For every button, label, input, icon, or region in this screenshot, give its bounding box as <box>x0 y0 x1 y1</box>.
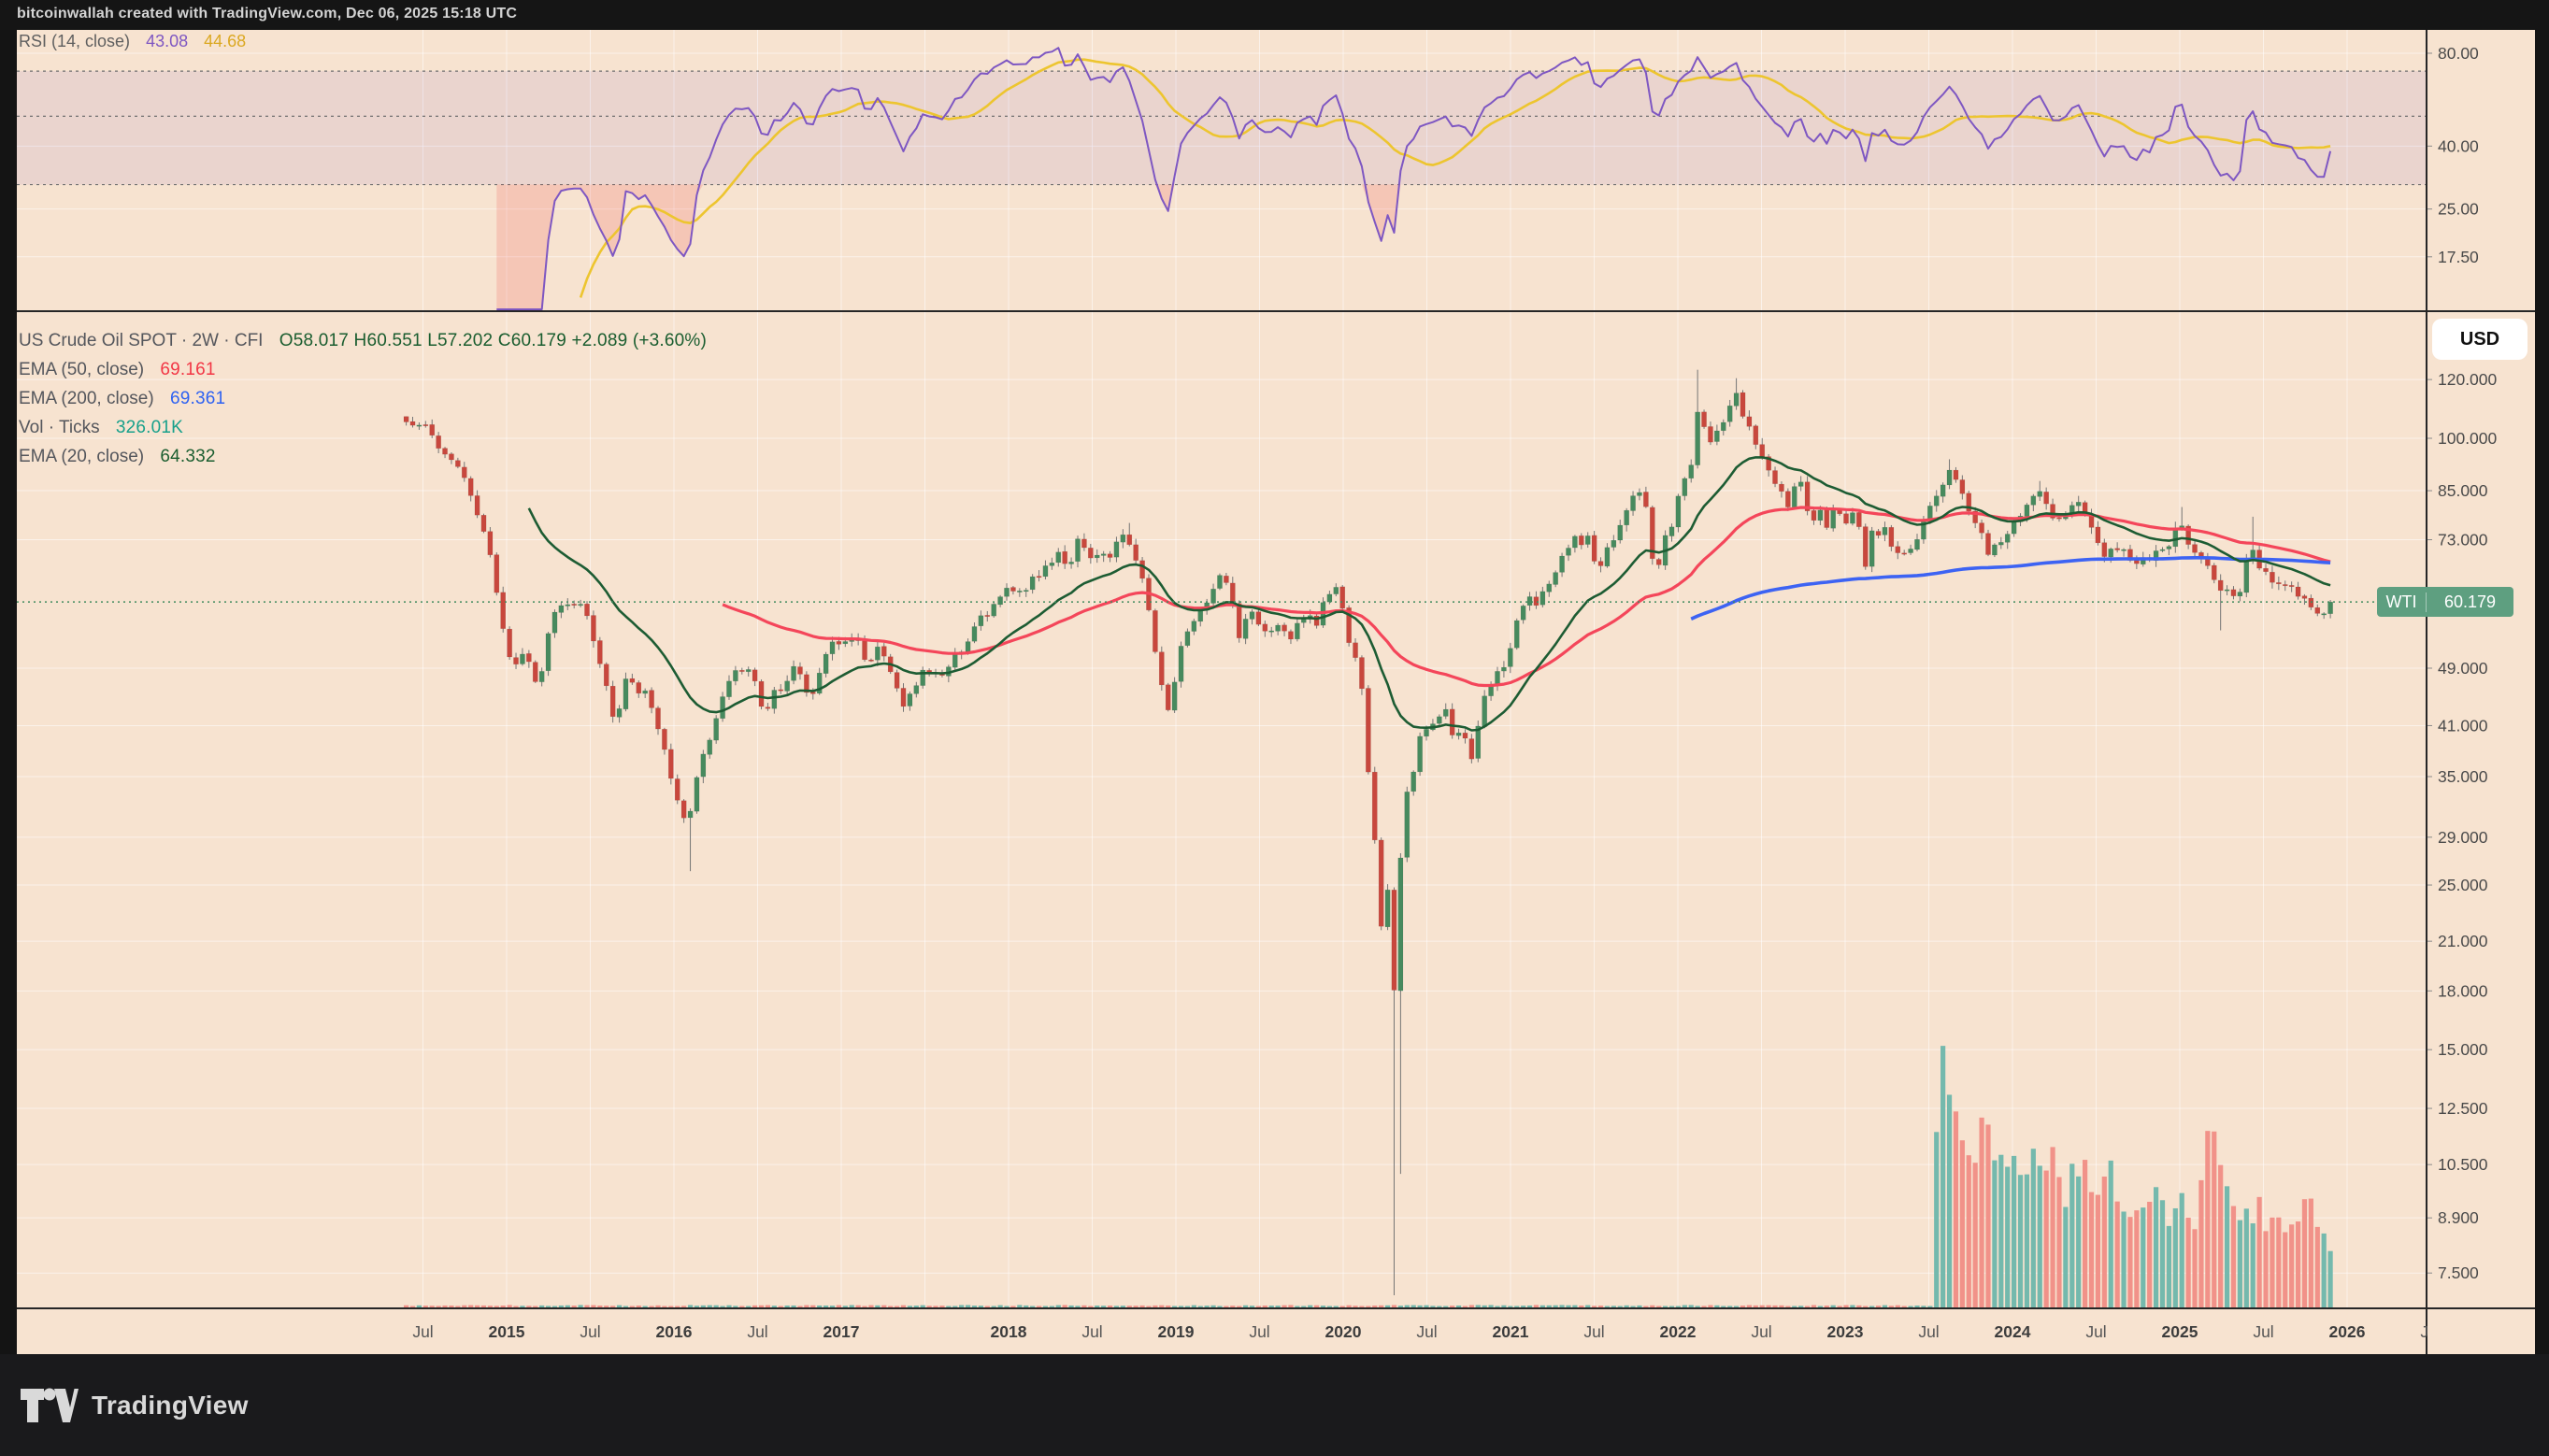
candlestick-series <box>403 369 2333 1295</box>
price-axis[interactable]: 120.000 100.000 85.000 73.000 49.000 41.000 35… <box>2427 370 2498 1282</box>
currency-toggle-button[interactable]: USD <box>2432 319 2528 360</box>
time-axis-label: Jul <box>580 1322 600 1341</box>
legend-row-ema20: EMA (20, close) 64.332 <box>19 447 216 466</box>
legend-row-ema200: EMA (200, close) 69.361 <box>19 389 226 408</box>
ema200-line <box>1690 556 2331 621</box>
price-axis-label: 73.000 <box>2438 531 2488 550</box>
ema20-line <box>527 456 2331 732</box>
time-axis-label: Jul <box>412 1322 433 1341</box>
price-axis-label: 10.500 <box>2438 1155 2488 1174</box>
ema20-value: 64.332 <box>160 447 216 466</box>
price-axis-label: 100.000 <box>2438 429 2498 448</box>
time-axis-label: 2020 <box>1325 1322 1362 1341</box>
time-axis-label: Jul <box>1416 1322 1437 1341</box>
legend-row-volume: Vol · Ticks 326.01K <box>19 418 184 437</box>
time-axis-label: Jul <box>1081 1322 1102 1341</box>
time-axis-label: 2015 <box>489 1322 525 1341</box>
ema200-value: 69.361 <box>169 389 226 408</box>
symbol-title: US Crude Oil SPOT · 2W · CFI <box>19 331 264 350</box>
tradingview-logo-icon <box>21 1388 79 1422</box>
footer-bar: TradingView <box>0 1354 2549 1456</box>
price-axis-label: 21.000 <box>2438 932 2488 950</box>
time-axis-label: 2019 <box>1158 1322 1195 1341</box>
rsi-ma-line <box>579 58 2331 298</box>
rsi-band <box>17 71 2426 185</box>
legend-row-ema50: EMA (50, close) 69.161 <box>19 360 216 379</box>
time-axis-label: Jul <box>1751 1322 1771 1341</box>
time-axis[interactable]: Jul 2015 Jul 2016 Jul 2017 2018 Jul 2019 Jul 2020 J… <box>412 1322 2441 1341</box>
rsi-axis-label: 40.00 <box>2438 136 2479 155</box>
time-axis-label: 2022 <box>1660 1322 1697 1341</box>
price-axis-label: 29.000 <box>2438 828 2488 847</box>
rsi-line <box>496 47 2332 310</box>
ohlc-values: O58.017 H60.551 L57.202 C60.179 +2.089 (… <box>279 331 708 350</box>
ema50-line <box>722 506 2331 688</box>
header-attribution: bitcoinwallah created with TradingView.c… <box>17 6 518 21</box>
time-axis-label: 2023 <box>1827 1322 1864 1341</box>
price-axis-label: 15.000 <box>2438 1040 2488 1059</box>
time-axis-label: Jul <box>1249 1322 1269 1341</box>
last-price-value: 60.179 <box>2443 592 2497 611</box>
symbol-ticker-badge: WTI <box>2377 592 2427 612</box>
volume-bars <box>404 1046 2333 1307</box>
price-axis-label: 7.500 <box>2438 1263 2479 1282</box>
rsi-legend-title: RSI (14, close) <box>19 32 131 50</box>
time-axis-label: 2021 <box>1493 1322 1529 1341</box>
rsi-oversold-fill <box>496 184 2331 309</box>
gridlines <box>17 30 2426 1308</box>
time-axis-label: Jul <box>1918 1322 1939 1341</box>
symbol-legend[interactable]: US Crude Oil SPOT · 2W · CFI O58.017 H60… <box>19 326 707 471</box>
time-axis-label: Jul <box>1583 1322 1604 1341</box>
time-axis-label: Jul <box>2253 1322 2273 1341</box>
time-axis-label: 2024 <box>1995 1322 2031 1341</box>
rsi-axis-label: 80.00 <box>2438 44 2479 63</box>
header-bar: bitcoinwallah created with TradingView.c… <box>0 0 2549 30</box>
price-axis-label: 12.500 <box>2438 1099 2488 1118</box>
price-axis-label: 41.000 <box>2438 716 2488 735</box>
time-axis-label: 2017 <box>823 1322 860 1341</box>
last-price-label: WTI 60.179 <box>2377 587 2513 618</box>
time-axis-label: 2025 <box>2162 1322 2198 1341</box>
rsi-axis[interactable]: 80.00 40.00 25.00 17.50 <box>2427 44 2479 266</box>
price-axis-label: 25.000 <box>2438 876 2488 894</box>
time-axis-label: Jul <box>2085 1322 2106 1341</box>
tradingview-logo[interactable]: TradingView <box>21 1387 249 1424</box>
rsi-axis-label: 25.00 <box>2438 200 2479 219</box>
price-axis-label: 49.000 <box>2438 659 2488 678</box>
price-axis-label: 120.000 <box>2438 370 2498 389</box>
rsi-legend[interactable]: RSI (14, close) 43.08 44.68 <box>19 32 246 51</box>
price-axis-label: 18.000 <box>2438 981 2488 1000</box>
price-axis-label: 8.900 <box>2438 1208 2479 1227</box>
legend-row-symbol: US Crude Oil SPOT · 2W · CFI O58.017 H60… <box>19 326 707 355</box>
ema50-value: 69.161 <box>160 360 216 379</box>
price-axis-label: 35.000 <box>2438 767 2488 786</box>
price-axis-label: 85.000 <box>2438 481 2488 500</box>
rsi-value: 43.08 <box>146 32 189 50</box>
rsi-axis-label: 17.50 <box>2438 248 2479 266</box>
rsi-ma-value: 44.68 <box>204 32 247 50</box>
time-axis-label: 2018 <box>991 1322 1027 1341</box>
volume-value: 326.01K <box>115 418 184 437</box>
time-axis-label: Jul <box>747 1322 767 1341</box>
time-axis-label: 2016 <box>656 1322 693 1341</box>
time-axis-label: 2026 <box>2329 1322 2366 1341</box>
time-axis-label: Jul <box>2420 1322 2441 1341</box>
tradingview-logo-text: TradingView <box>92 1391 249 1420</box>
